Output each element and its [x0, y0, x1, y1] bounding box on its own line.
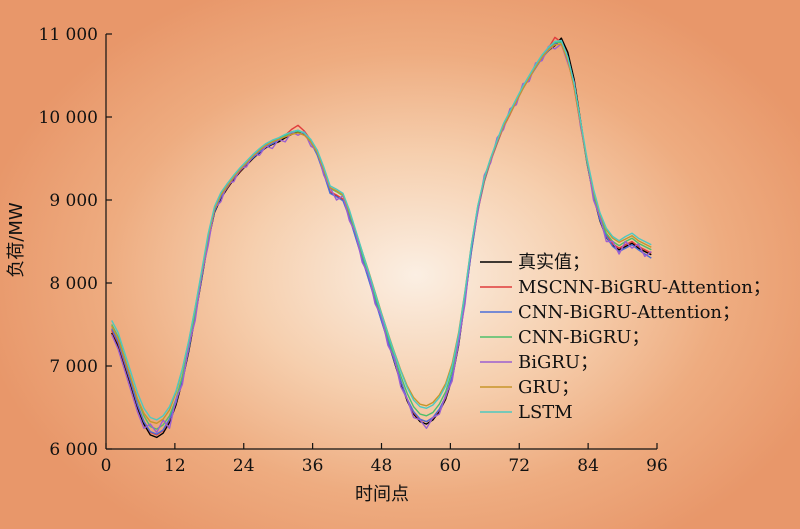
legend-entry: MSCNN-BiGRU-Attention； — [518, 277, 771, 298]
y-tick-label: 9 000 — [49, 191, 98, 211]
y-tick-label: 10 000 — [39, 108, 98, 128]
x-axis-label: 时间点 — [355, 484, 409, 505]
series-line — [111, 39, 652, 435]
legend-entry: GRU； — [518, 377, 579, 398]
x-tick-label: 12 — [164, 456, 186, 476]
x-tick-label: 84 — [577, 456, 599, 476]
legend-entry: LSTM — [518, 402, 573, 423]
y-tick-label: 6 000 — [49, 440, 98, 460]
x-tick-label: 48 — [371, 456, 393, 476]
legend-entry: CNN-BiGRU； — [518, 327, 649, 348]
legend-entry: CNN-BiGRU-Attention； — [518, 302, 740, 323]
x-tick-label: 0 — [101, 456, 112, 476]
x-tick-label: 96 — [646, 456, 668, 476]
axes: 0 12 24 36 48 60 72 84 96 6 000 7 000 8 000 9 000 10 … — [39, 25, 668, 476]
x-tick-label: 60 — [440, 456, 462, 476]
legend: 真实值； MSCNN-BiGRU-Attention； CNN-BiGRU-Atte… — [480, 252, 771, 423]
series-line — [111, 36, 652, 436]
x-tick-label: 24 — [233, 456, 255, 476]
y-tick-label: 11 000 — [39, 25, 98, 45]
series-line — [111, 43, 652, 434]
series-line — [111, 39, 652, 421]
y-tick-label: 8 000 — [49, 274, 98, 294]
series-lines — [111, 36, 652, 439]
legend-entry: BiGRU； — [518, 352, 598, 373]
x-tick-label: 36 — [302, 456, 324, 476]
x-tick-label: 72 — [508, 456, 530, 476]
y-axis-label: 负荷/MW — [6, 202, 27, 278]
y-tick-label: 7 000 — [49, 357, 98, 377]
legend-entry: 真实值； — [518, 252, 590, 273]
